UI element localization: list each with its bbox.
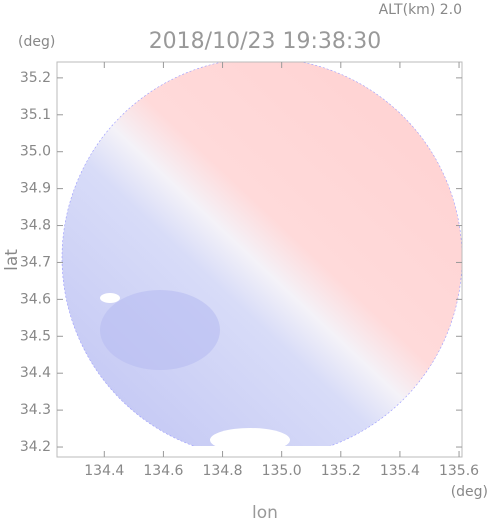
x-tick-label: 134.8 <box>203 463 243 479</box>
y-axis-label: lat <box>2 249 22 271</box>
y-tick-label: 35.2 <box>20 70 51 86</box>
y-tick-label: 34.5 <box>20 328 51 344</box>
y-tick-label: 34.3 <box>20 402 51 418</box>
x-tick-label: 135.2 <box>321 463 361 479</box>
y-tick-label: 34.7 <box>20 254 51 270</box>
x-axis-label: lon <box>252 503 278 521</box>
y-tick-label: 34.9 <box>20 181 51 197</box>
subtitle: ALT(km) 2.0 <box>379 2 462 18</box>
chart-title: 2018/10/23 19:38:30 <box>149 29 382 54</box>
plot-frame <box>56 61 463 458</box>
radar-field <box>57 62 462 457</box>
x-unit: (deg) <box>451 484 488 500</box>
y-unit: (deg) <box>18 34 55 50</box>
y-tick-label: 35.0 <box>20 144 51 160</box>
y-tick-label: 34.8 <box>20 218 51 234</box>
y-tick-label: 34.2 <box>20 439 51 455</box>
x-tick-label: 134.4 <box>84 463 124 479</box>
y-tick-label: 34.6 <box>20 291 51 307</box>
x-tick-label: 135.4 <box>380 463 420 479</box>
y-tick-label: 34.4 <box>20 365 51 381</box>
x-tick-label: 134.6 <box>143 463 183 479</box>
x-tick-label: 135.0 <box>262 463 302 479</box>
y-tick-label: 35.1 <box>20 107 51 123</box>
x-tick-label: 135.6 <box>439 463 479 479</box>
